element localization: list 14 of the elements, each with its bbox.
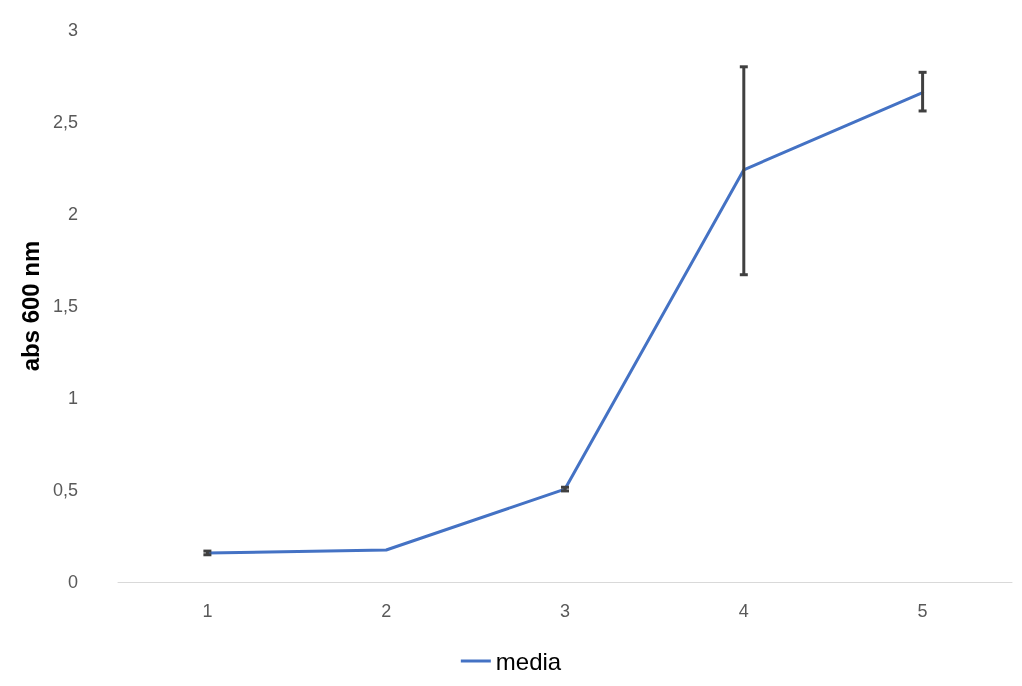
y-tick-label: 1 [67, 388, 78, 408]
x-tick-label: 1 [202, 601, 213, 621]
x-tick-label: 5 [917, 601, 928, 621]
y-tick-label: 0 [67, 572, 78, 592]
y-axis-title: abs 600 nm [16, 240, 44, 372]
x-tick-label: 4 [738, 601, 749, 621]
x-tick-label: 2 [381, 601, 392, 621]
legend-label: media [495, 647, 562, 675]
y-tick-label: 1,5 [52, 296, 78, 316]
y-tick-label: 0,5 [52, 480, 78, 500]
y-tick-label: 3 [67, 20, 78, 40]
y-tick-label: 2 [67, 204, 78, 224]
x-tick-label: 3 [559, 601, 571, 621]
y-tick-label: 2,5 [52, 112, 78, 132]
